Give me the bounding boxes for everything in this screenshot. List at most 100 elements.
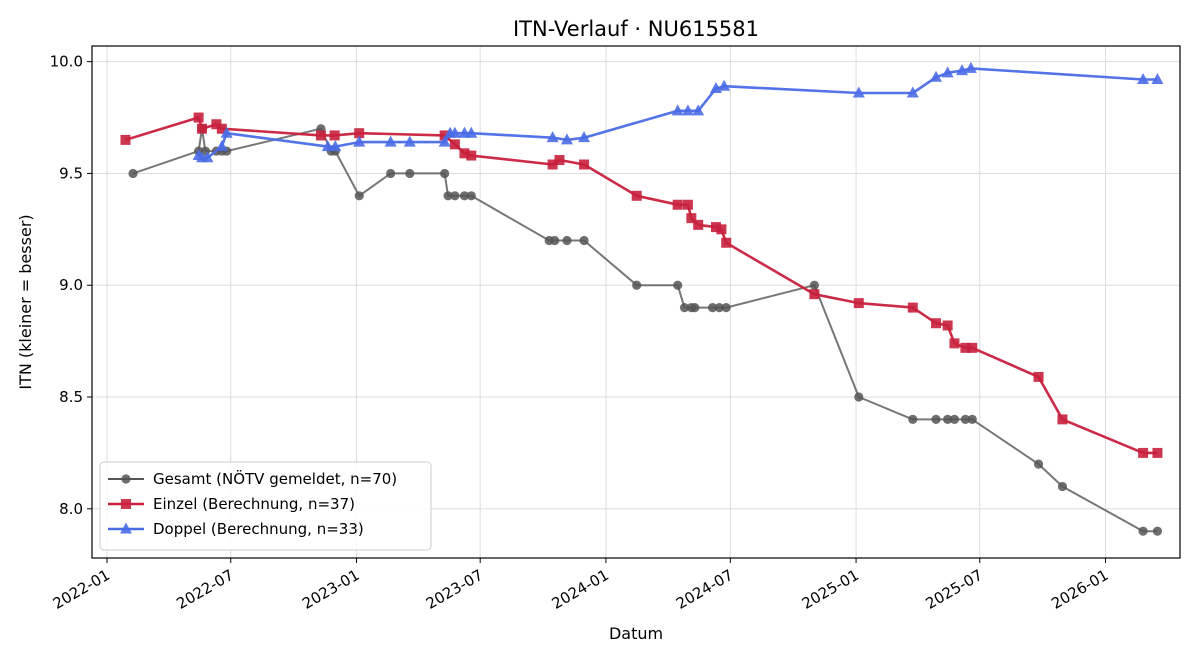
data-point <box>546 131 559 143</box>
data-point <box>321 140 334 152</box>
x-tick-label: 2023-01 <box>299 566 362 613</box>
data-point <box>438 135 451 147</box>
data-point <box>386 168 396 179</box>
data-point <box>1033 371 1044 382</box>
data-point <box>714 302 724 313</box>
data-point <box>1137 73 1150 85</box>
legend-item[interactable]: Einzel (Berechnung, n=37) <box>108 495 355 513</box>
data-point <box>459 191 470 201</box>
grid <box>92 46 1180 558</box>
data-point <box>692 104 705 116</box>
data-point <box>964 61 977 73</box>
data-point <box>201 151 214 163</box>
x-tick-label: 2022-07 <box>173 566 236 613</box>
data-point <box>931 414 941 424</box>
data-point <box>128 168 138 179</box>
chart-title: ITN-Verlauf · NU615581 <box>513 17 759 41</box>
data-point <box>690 302 700 313</box>
data-point <box>1033 459 1044 469</box>
data-point <box>942 320 953 331</box>
x-tick-label: 2022-01 <box>50 566 113 613</box>
data-point <box>578 131 591 143</box>
data-point <box>384 135 397 147</box>
data-point <box>459 148 470 159</box>
x-tick-label: 2024-07 <box>673 566 736 613</box>
data-point <box>579 159 590 170</box>
data-point <box>562 235 572 246</box>
data-point <box>439 130 450 141</box>
data-point <box>672 199 683 210</box>
data-point <box>216 123 227 134</box>
data-point <box>215 140 228 152</box>
data-point <box>852 86 865 98</box>
legend-label: Gesamt (NÖTV gemeldet, n=70) <box>153 469 397 488</box>
series-2 <box>192 61 1164 163</box>
data-point <box>579 235 589 246</box>
data-point <box>681 104 694 116</box>
data-point <box>931 318 942 329</box>
data-point <box>721 302 731 313</box>
data-point <box>448 126 461 138</box>
data-point <box>550 235 560 246</box>
data-point <box>693 219 704 230</box>
data-point <box>960 414 971 424</box>
data-point <box>197 123 208 134</box>
legend-item[interactable]: Doppel (Berechnung, n=33) <box>108 520 364 538</box>
data-point <box>353 135 366 147</box>
data-point <box>949 414 960 424</box>
data-point <box>466 150 477 161</box>
data-point <box>673 280 683 290</box>
y-axis-label: ITN (kleiner = besser) <box>16 214 35 389</box>
data-point <box>679 302 690 313</box>
x-tick-label: 2025-07 <box>922 566 985 613</box>
data-point <box>908 414 918 424</box>
data-point <box>718 79 731 91</box>
legend-marker <box>121 499 131 509</box>
data-point <box>1138 447 1149 458</box>
data-point <box>949 338 960 349</box>
legend[interactable]: Gesamt (NÖTV gemeldet, n=70) Einzel (Bere… <box>99 461 432 551</box>
legend-label: Doppel (Berechnung, n=33) <box>153 520 364 538</box>
legend-item[interactable]: Gesamt (NÖTV gemeldet, n=70) <box>108 469 397 488</box>
data-point <box>403 135 416 147</box>
data-point <box>315 130 326 141</box>
data-point <box>120 134 131 145</box>
data-point <box>809 289 820 300</box>
series-1 <box>120 112 1163 458</box>
data-point <box>440 168 450 179</box>
data-point <box>220 126 233 138</box>
y-tick-label: 10.0 <box>50 53 83 71</box>
data-point <box>943 414 953 424</box>
data-point <box>211 119 222 130</box>
data-point <box>682 199 693 210</box>
data-point <box>967 342 978 353</box>
data-point <box>941 66 954 78</box>
data-point <box>443 191 453 201</box>
data-point <box>329 130 340 141</box>
data-point <box>1151 73 1164 85</box>
data-point <box>193 112 204 123</box>
data-point <box>809 280 819 290</box>
data-point <box>853 298 864 309</box>
data-point <box>547 159 558 170</box>
x-tick-label: 2024-01 <box>549 566 612 613</box>
data-point <box>450 191 460 201</box>
plot-frame <box>91 45 1181 559</box>
data-point <box>405 168 415 179</box>
data-point <box>560 133 573 145</box>
legend-box <box>99 461 432 551</box>
data-point <box>554 155 565 166</box>
data-point <box>671 104 684 116</box>
x-tick-label: 2023-07 <box>423 566 486 613</box>
data-point <box>721 237 732 248</box>
data-point <box>710 222 721 233</box>
data-point <box>930 70 943 82</box>
data-point <box>1152 526 1163 536</box>
y-tick-label: 8.5 <box>59 388 83 406</box>
data-point <box>354 128 365 139</box>
data-point <box>632 280 642 290</box>
data-point <box>1057 481 1068 492</box>
data-point <box>955 64 968 76</box>
x-axis-label: Datum <box>609 624 663 643</box>
